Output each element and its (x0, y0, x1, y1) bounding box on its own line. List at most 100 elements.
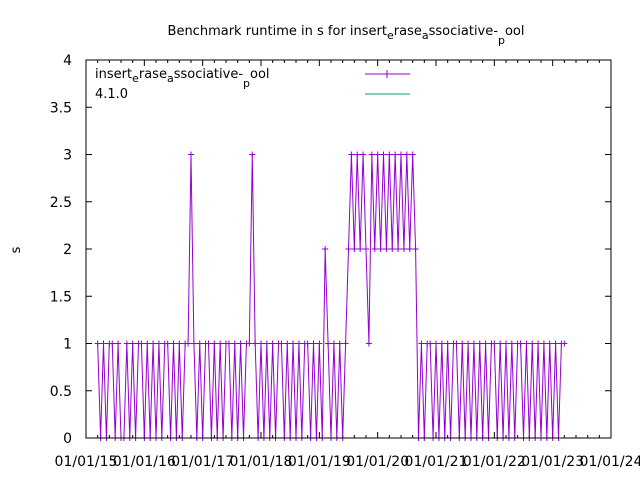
data-point (470, 340, 477, 347)
data-point (395, 246, 402, 252)
data-point (360, 151, 367, 158)
data-point (465, 340, 472, 347)
x-tick-label: 01/01/17 (171, 454, 234, 470)
data-point (150, 340, 157, 347)
series-line-1 (97, 154, 565, 439)
data-point (380, 151, 387, 158)
data-point (389, 246, 396, 252)
data-point (217, 340, 224, 347)
data-point (540, 340, 547, 347)
data-point (129, 340, 136, 347)
data-point (205, 340, 212, 347)
data-point (357, 246, 364, 252)
plot-border (85, 59, 612, 439)
data-point (284, 340, 291, 347)
data-point (211, 340, 218, 347)
data-point (176, 340, 183, 347)
data-point (196, 340, 203, 347)
data-point (491, 340, 498, 347)
data-point (503, 340, 509, 347)
data-point (348, 151, 355, 158)
x-tick-label: 01/01/20 (346, 454, 409, 470)
data-point (561, 340, 568, 347)
x-tick-label: 01/01/15 (55, 454, 118, 470)
data-point (325, 340, 332, 347)
legend-label-series-1: inserteraseassociative-pool (95, 67, 270, 90)
data-point (377, 246, 384, 252)
data-point (290, 340, 297, 347)
data-point (476, 340, 483, 347)
data-point (336, 340, 343, 347)
y-tick-label: 2.5 (50, 195, 72, 211)
data-point (398, 151, 404, 158)
x-tick-label: 01/01/16 (113, 454, 176, 470)
data-point (351, 246, 358, 252)
data-point (295, 340, 302, 347)
data-point (342, 340, 349, 347)
data-point (155, 340, 162, 347)
data-point (330, 340, 337, 347)
data-point (535, 340, 542, 347)
legend: inserteraseassociative-pool 4.1.0 (95, 67, 410, 102)
data-point (185, 340, 192, 347)
data-point (310, 340, 317, 347)
data-point (383, 246, 390, 252)
data-point (459, 340, 466, 347)
y-tick-label: 2 (63, 242, 72, 258)
data-point (249, 151, 256, 158)
data-point (400, 246, 407, 252)
data-point (269, 340, 276, 347)
y-tick-label: 1 (63, 337, 72, 353)
x-tick-label: 01/01/21 (405, 454, 468, 470)
y-tick-label: 1.5 (50, 289, 72, 305)
data-point (188, 151, 194, 158)
y-tick-label: 0 (63, 431, 72, 447)
data-point (529, 340, 536, 347)
y-axis-label: s (9, 246, 24, 253)
x-tick-label: 01/01/23 (521, 454, 584, 470)
data-point (406, 246, 413, 252)
data-point (412, 246, 419, 252)
x-tick-label: 01/01/18 (230, 454, 293, 470)
data-point (237, 340, 244, 347)
data-point (354, 151, 361, 158)
data-point (225, 340, 232, 347)
data-point (246, 340, 253, 347)
y-tick-label: 4 (63, 53, 72, 69)
data-point (144, 340, 151, 347)
data-point (386, 151, 393, 158)
data-point (363, 246, 369, 252)
x-tick-label: 01/01/24 (580, 454, 640, 470)
data-point (523, 340, 530, 347)
data-point (409, 151, 416, 158)
data-point (263, 340, 270, 347)
data-point (316, 340, 323, 347)
data-point (258, 340, 264, 347)
plot-area (94, 151, 568, 441)
data-point (371, 246, 378, 252)
data-point (100, 340, 107, 347)
data-point (252, 340, 259, 347)
data-point (438, 340, 445, 347)
data-point (170, 340, 177, 347)
data-point (517, 340, 524, 347)
y-tick-label: 3.5 (50, 100, 72, 116)
data-point (164, 340, 171, 347)
data-point (418, 340, 425, 347)
y-tick-label: 3 (63, 148, 72, 164)
data-point (365, 340, 372, 347)
data-point (482, 340, 489, 347)
data-point (392, 151, 399, 158)
data-point (345, 246, 352, 252)
data-point (508, 340, 515, 347)
y-tick-label: 0.5 (50, 384, 72, 400)
data-point (231, 340, 238, 347)
data-point (190, 340, 197, 347)
data-point (115, 340, 122, 347)
chart-title: Benchmark runtime in s for inserteraseas… (168, 24, 525, 47)
data-point (138, 340, 145, 347)
data-point (94, 340, 101, 347)
legend-label-series-2: 4.1.0 (95, 87, 128, 102)
data-point (123, 340, 130, 347)
